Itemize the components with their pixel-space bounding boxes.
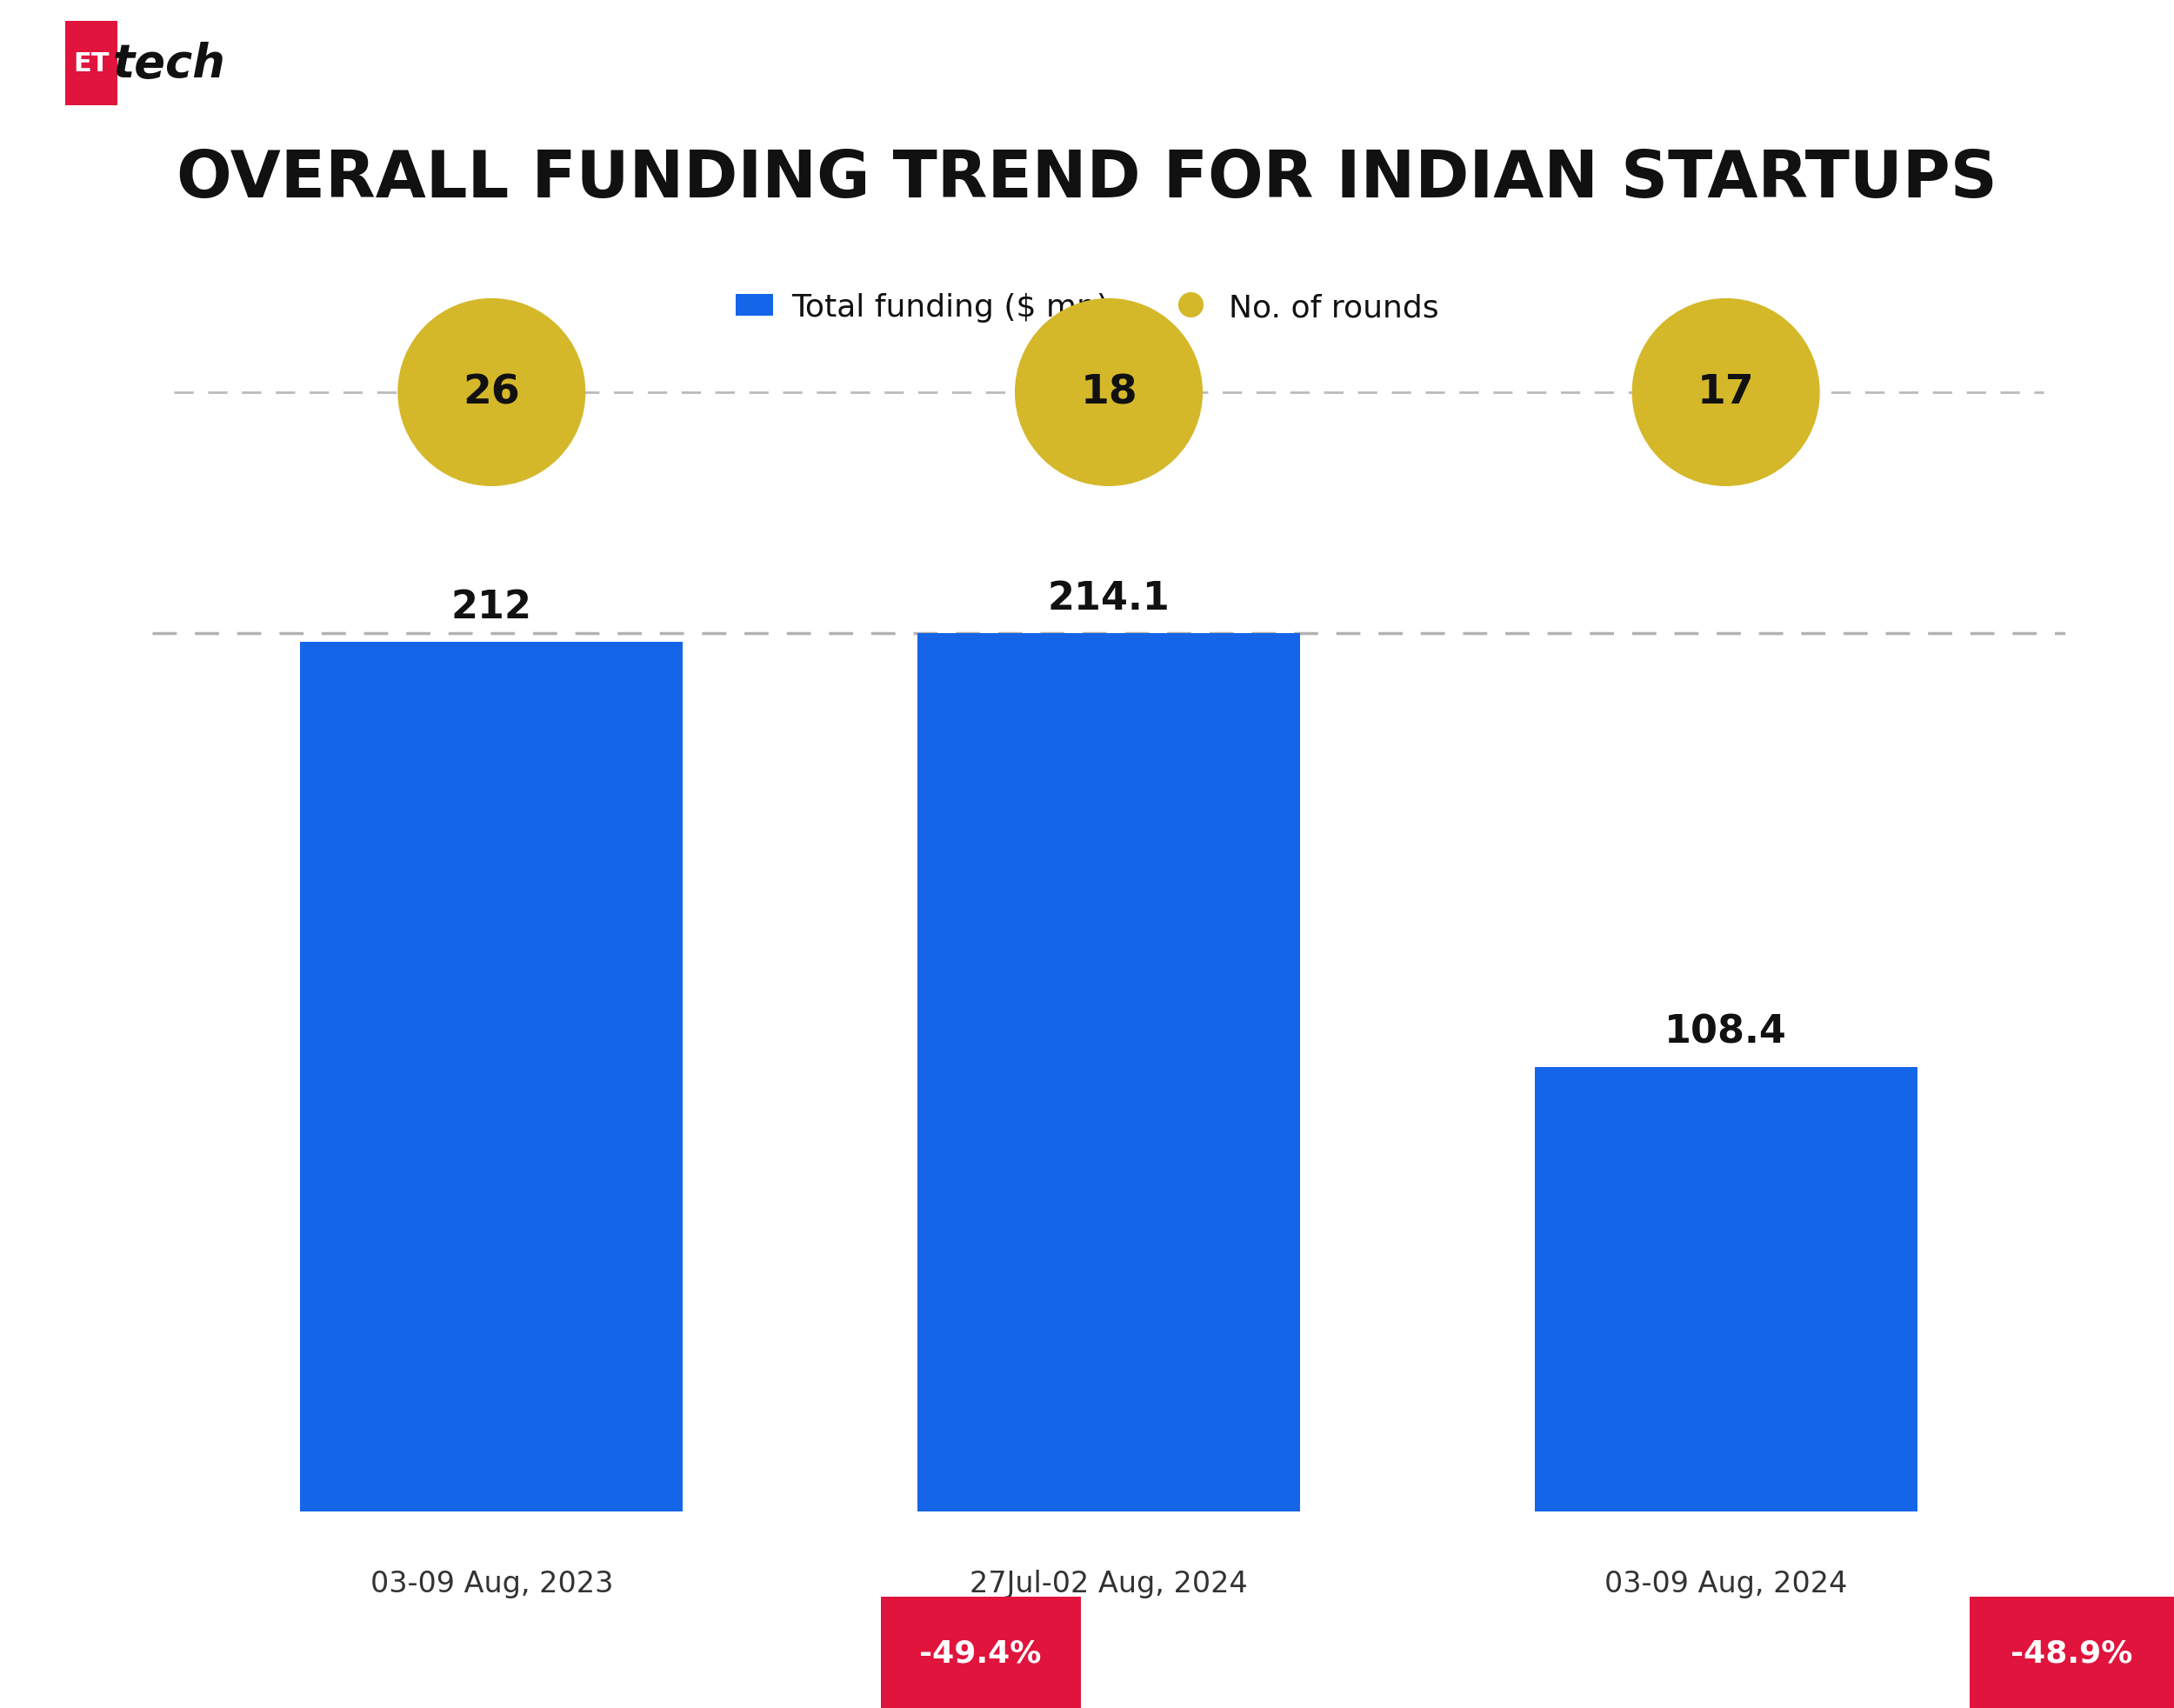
Text: -49.4%: -49.4% [920, 1638, 1041, 1667]
Text: 03-09 Aug, 2024: 03-09 Aug, 2024 [1604, 1570, 1848, 1597]
Text: Compared to previous week this year: Compared to previous week this year [150, 1638, 763, 1667]
Text: 03-09 Aug, 2023: 03-09 Aug, 2023 [370, 1570, 613, 1597]
Bar [1535, 1068, 1917, 1512]
Text: 212: 212 [452, 589, 533, 627]
Text: 26: 26 [463, 374, 520, 412]
Bar [880, 1597, 1080, 1708]
Text: 18: 18 [1080, 374, 1137, 412]
Bar [65, 22, 117, 106]
Text: 214.1: 214.1 [1048, 581, 1170, 618]
Legend: Total funding ($ mn), No. of rounds: Total funding ($ mn), No. of rounds [722, 280, 1452, 335]
Text: Compared to same period last year: Compared to same period last year [1224, 1638, 1798, 1667]
Text: OVERALL FUNDING TREND FOR INDIAN STARTUPS: OVERALL FUNDING TREND FOR INDIAN STARTUP… [176, 147, 1998, 212]
Text: ET: ET [74, 51, 109, 77]
Text: tech: tech [113, 41, 226, 87]
Text: 17: 17 [1698, 374, 1754, 412]
Bar [917, 634, 1300, 1512]
Text: 108.4: 108.4 [1665, 1013, 1787, 1050]
Bar [300, 642, 683, 1512]
Text: -48.9%: -48.9% [2011, 1638, 2133, 1667]
Bar [1970, 1597, 2174, 1708]
Text: 27Jul-02 Aug, 2024: 27Jul-02 Aug, 2024 [970, 1570, 1248, 1597]
